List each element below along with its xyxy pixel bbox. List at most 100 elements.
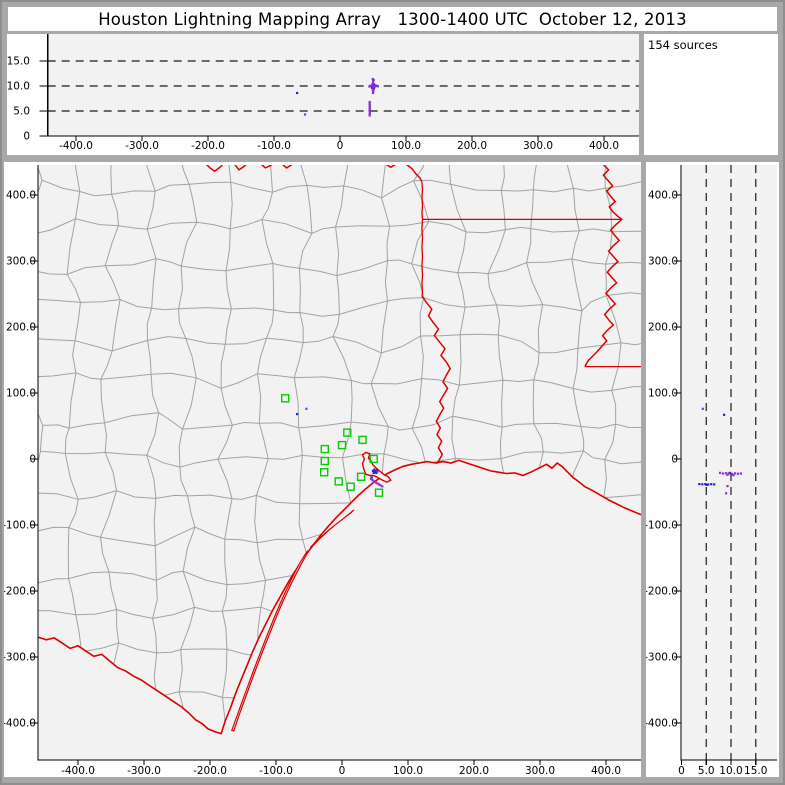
plot-background [47,34,639,136]
state-borders [38,165,641,735]
y-tick-label: -100.0 [4,520,36,532]
mississippi-river [584,165,623,367]
source-point [701,407,704,410]
station-marker [337,440,347,450]
x-tick-label: -100.0 [259,765,293,777]
station-marker [343,428,352,437]
source-point [371,479,374,482]
source-point [719,471,722,474]
source-point [368,100,371,104]
station-marker [320,444,329,454]
figure-title: Houston Lightning Mapping Array 1300-140… [8,7,777,31]
source-point [713,483,716,486]
source-point [730,472,734,475]
x-tick-label: 100.0 [391,140,421,152]
y-tick-label: -300.0 [646,652,678,664]
source-point [722,472,725,475]
source-point [296,91,299,95]
x-tick-label: -400.0 [59,140,93,152]
y-tick-label: 300.0 [6,256,36,268]
x-tick-label: -200.0 [193,765,227,777]
source-point [368,108,371,111]
y-tick-label: -200.0 [646,586,678,598]
source-point [377,483,381,486]
y-tick-label: -400.0 [646,718,678,730]
source-point [368,112,371,116]
x-tick-label: 100.0 [393,765,423,777]
source-count-label: 154 sources [648,38,718,52]
x-tick-label: 400.0 [589,140,619,152]
altitude-ew-plot: -400.0 -300.0 -200.0 -100.0 0 100.0 200.0 300.0… [7,34,639,152]
sabine-river [421,295,452,465]
panel-plan-view-map: -400.0 -300.0 -200.0 -100.0 0 100.0 200.0 300.0… [4,162,641,777]
y-tick-label: 5.0 [13,106,30,118]
y-tick-label: 0 [671,454,678,466]
panel-altitude-vs-east-west: -400.0 -300.0 -200.0 -100.0 0 100.0 200.0 300.0… [7,34,639,155]
x-tick-label: 5.0 [698,765,715,777]
y-tick-label: 15.0 [7,56,30,68]
source-point [305,407,308,410]
source-point [732,474,735,477]
panel-altitude-vs-north-south: 0 5.0 10.0 15.0 400.0 300.0 200.0 100.0 0 -100.0 -… [646,162,779,777]
x-tick-label: 0 [678,765,685,777]
y-tick-label: -100.0 [646,520,678,532]
source-point [736,472,739,475]
x-tick-label: 400.0 [591,765,621,777]
source-point [373,83,376,86]
source-point [370,476,373,479]
source-point [733,472,737,475]
y-tick-label: -200.0 [4,586,36,598]
source-point [303,113,307,116]
source-point [374,481,377,484]
source-point [368,111,371,114]
source-point [375,469,379,472]
source-point [707,483,710,486]
x-tick-label: -100.0 [257,140,291,152]
map-plot: -400.0 -300.0 -200.0 -100.0 0 100.0 200.0 300.0… [4,165,641,777]
source-point [726,473,729,476]
source-point [368,105,371,108]
station-marker [374,488,384,497]
x-tick-label: 200.0 [457,140,487,152]
y-tick-label: 0 [23,131,30,143]
source-point [372,471,375,474]
source-point [726,485,729,488]
station-marker [320,456,329,466]
axis-spine [37,165,641,761]
source-point [368,103,371,107]
source-point [371,469,375,472]
source-point [705,483,708,486]
padre-island [231,550,309,732]
x-tick-label: -300.0 [127,765,161,777]
source-point [375,471,378,474]
station-marker [356,472,366,481]
county-lines-vertical [38,165,641,734]
x-tick-label: 200.0 [459,765,489,777]
source-point [739,472,742,475]
coastline [38,459,641,735]
source-point [374,469,377,472]
source-point [371,91,375,95]
panel-source-count: 154 sources [644,34,778,155]
source-point [379,484,382,487]
y-tick-label: 300.0 [648,256,678,268]
source-point [381,485,384,488]
texas-louisiana-border [421,219,424,297]
station-marker [358,435,367,445]
y-tick-label: 200.0 [648,322,678,334]
station-marker [346,482,355,491]
source-point [725,472,728,475]
source-point [376,470,379,473]
y-tick-label: 100.0 [648,388,678,400]
source-point [372,90,375,93]
plot-background [681,165,777,760]
station-marker [369,454,378,464]
y-tick-label: 10.0 [7,81,30,93]
source-point [373,468,376,471]
source-point [371,87,375,91]
source-point [372,78,375,82]
station-marker [281,394,290,403]
altitude-ns-plot: 0 5.0 10.0 15.0 400.0 300.0 200.0 100.0 0 -100.0 -… [646,165,777,777]
source-point [296,413,299,416]
